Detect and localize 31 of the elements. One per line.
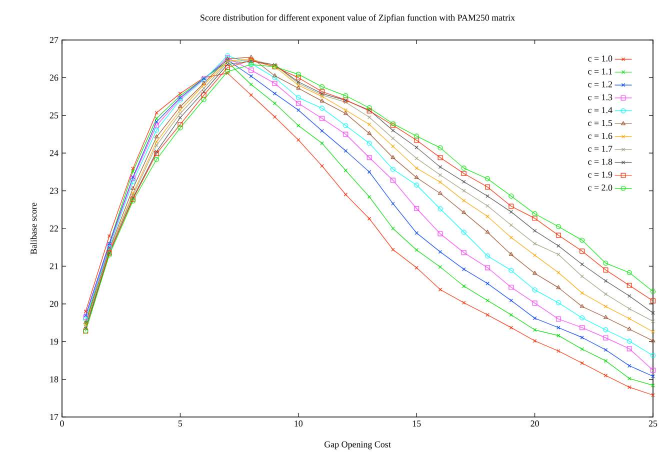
legend-label: c = 1.6 (588, 132, 612, 139)
x-axis-title: Gap Opening Cost (324, 441, 391, 450)
x-tick-label: 5 (178, 420, 182, 426)
chart-title: Score distribution for different exponent value of Zipfian function with PAM250 matrix (200, 14, 515, 23)
x-tick-label: 10 (294, 420, 303, 427)
y-tick-label: 24 (50, 150, 58, 156)
legend-label: c = 2.0 (588, 184, 612, 191)
y-axis-title: Balibase score (30, 202, 37, 254)
legend-label: c = 1.9 (588, 172, 612, 178)
legend-label: c = 1.1 (588, 68, 612, 74)
y-tick-label: 26 (50, 74, 58, 81)
x-tick-label: 0 (60, 420, 64, 427)
y-tick-label: 27 (50, 37, 58, 43)
x-tick-label: 15 (412, 420, 421, 427)
y-tick-label: 21 (50, 263, 58, 270)
x-tick-label: 25 (648, 420, 658, 427)
legend-label: c = 1.5 (588, 120, 612, 126)
legend-label: c = 1.8 (588, 158, 612, 165)
y-tick-label: 18 (50, 376, 58, 382)
y-tick-label: 17 (50, 414, 58, 420)
legend-label: c = 1.3 (588, 94, 612, 100)
y-tick-label: 19 (50, 338, 58, 345)
legend-label: c = 1.2 (588, 81, 612, 88)
y-tick-label: 22 (50, 226, 58, 232)
y-tick-label: 23 (50, 188, 58, 194)
legend-label: c = 1.7 (588, 146, 612, 152)
y-tick-label: 20 (50, 300, 58, 307)
x-tick-label: 20 (530, 420, 539, 427)
legend-label: c = 1.4 (588, 107, 612, 114)
legend-label: c = 1.0 (588, 55, 612, 62)
y-tick-label: 25 (50, 112, 58, 118)
